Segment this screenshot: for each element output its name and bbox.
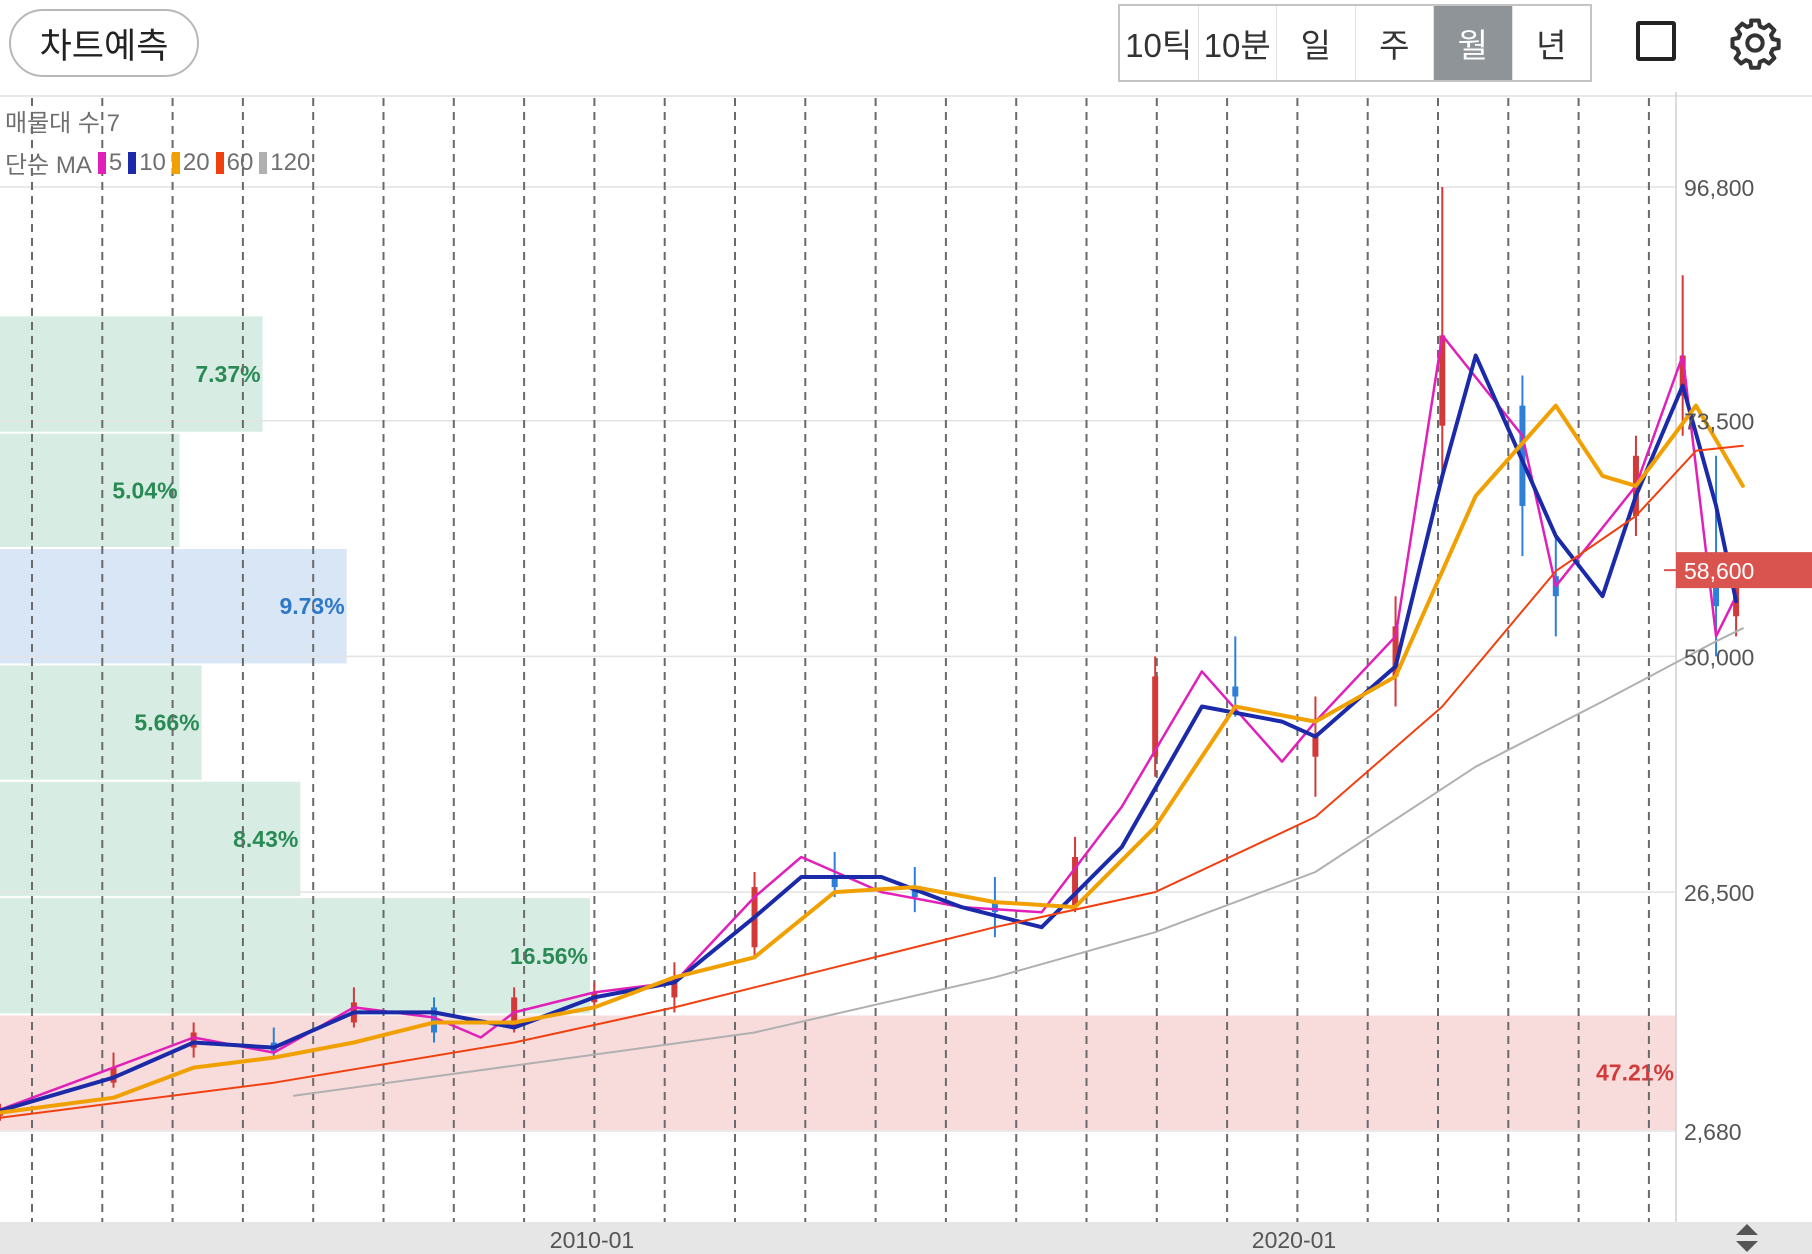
- square-icon[interactable]: [1636, 21, 1676, 61]
- period-day-button[interactable]: 일: [1277, 6, 1356, 80]
- x-tick-label: 2020-01: [1252, 1227, 1336, 1253]
- candle: [431, 997, 438, 1043]
- candle: [831, 851, 838, 898]
- svg-text:58,600: 58,600: [1684, 558, 1754, 584]
- toolbar: 차트예측 10틱 10분 일 주 월 년: [0, 0, 1812, 92]
- x-tick-label: 2010-01: [550, 1227, 634, 1253]
- candle: [671, 962, 678, 1013]
- ma-legend-swatch: [171, 151, 180, 174]
- scroll-updown-icon[interactable]: [1732, 1222, 1762, 1254]
- ma-legend: 단순 MA 5 10 20 60 120: [5, 145, 314, 180]
- gear-icon[interactable]: [1728, 16, 1782, 70]
- volume-profile-label: 5.04%: [112, 477, 177, 503]
- y-tick-label: 2,680: [1684, 1119, 1742, 1145]
- candle: [1232, 636, 1239, 717]
- candle: [1439, 187, 1446, 476]
- period-month-button[interactable]: 월: [1434, 6, 1513, 80]
- ma-line-20: [0, 403, 1745, 1115]
- candle: [1152, 656, 1159, 777]
- ma-legend-swatch: [128, 151, 137, 174]
- candle: [1312, 696, 1319, 797]
- volume-profile-bar: [0, 665, 202, 780]
- y-tick-label: 26,500: [1684, 880, 1754, 906]
- ma-legend-swatch: [215, 151, 224, 174]
- chart-predict-button[interactable]: 차트예측: [9, 9, 199, 77]
- y-tick-label: 50,000: [1684, 644, 1754, 670]
- volume-profile-label: 16.56%: [510, 943, 588, 969]
- ma-legend-label: 5: [108, 148, 123, 176]
- current-price-badge: 58,600: [1664, 552, 1812, 589]
- period-10tick-button[interactable]: 10틱: [1120, 6, 1199, 80]
- y-tick-label: 96,800: [1684, 175, 1754, 201]
- period-selector: 10틱 10분 일 주 월 년: [1118, 4, 1592, 82]
- volume-profile-label: 매물대 수 7: [5, 110, 121, 137]
- volume-profile-legend: 매물대 수 7: [5, 103, 120, 138]
- volume-profile-label: 9.73%: [279, 593, 344, 619]
- volume-profile-label: 8.43%: [233, 826, 298, 852]
- candle: [190, 1022, 197, 1058]
- period-week-button[interactable]: 주: [1356, 6, 1434, 80]
- ma-line-60: [0, 444, 1744, 1119]
- volume-profile-label: 5.66%: [134, 710, 199, 736]
- ma-prefix-label: 단순 MA: [5, 152, 92, 179]
- volume-profile-bar: [0, 781, 301, 897]
- ma-legend-swatch: [97, 151, 106, 174]
- volume-profile-bar: [0, 433, 180, 548]
- period-10min-button[interactable]: 10분: [1199, 6, 1277, 80]
- ma-legend-label: 10: [139, 148, 166, 176]
- price-chart[interactable]: 47.21% 16.56% 8.43% 5.66% 9.73% 5.04% 7.37% 96…: [0, 92, 1812, 1222]
- ma-legend-label: 20: [182, 148, 210, 176]
- candle: [1072, 836, 1079, 913]
- volume-profile-bar: [0, 1015, 1676, 1130]
- volume-profile-bar: [0, 316, 263, 432]
- time-axis-bar[interactable]: 2010-01 2020-01: [0, 1222, 1812, 1254]
- volume-profile-label: 47.21%: [1596, 1060, 1674, 1086]
- y-tick-label: 73,500: [1684, 409, 1754, 435]
- ma-line-10: [0, 353, 1739, 1113]
- candle: [1392, 596, 1399, 707]
- candle: [1519, 375, 1526, 557]
- x-axis-ticks: 2010-01 2020-01: [550, 1227, 1336, 1253]
- ma-legend-label: 60: [226, 148, 254, 176]
- volume-profile-bar: [0, 898, 590, 1014]
- ma-legend-label: 120: [270, 148, 311, 176]
- volume-profile-label: 7.37%: [195, 361, 260, 387]
- ma-legend-swatch: [259, 151, 268, 174]
- period-year-button[interactable]: 년: [1536, 27, 1567, 64]
- candle: [110, 1052, 117, 1088]
- ma-line-120: [292, 627, 1744, 1097]
